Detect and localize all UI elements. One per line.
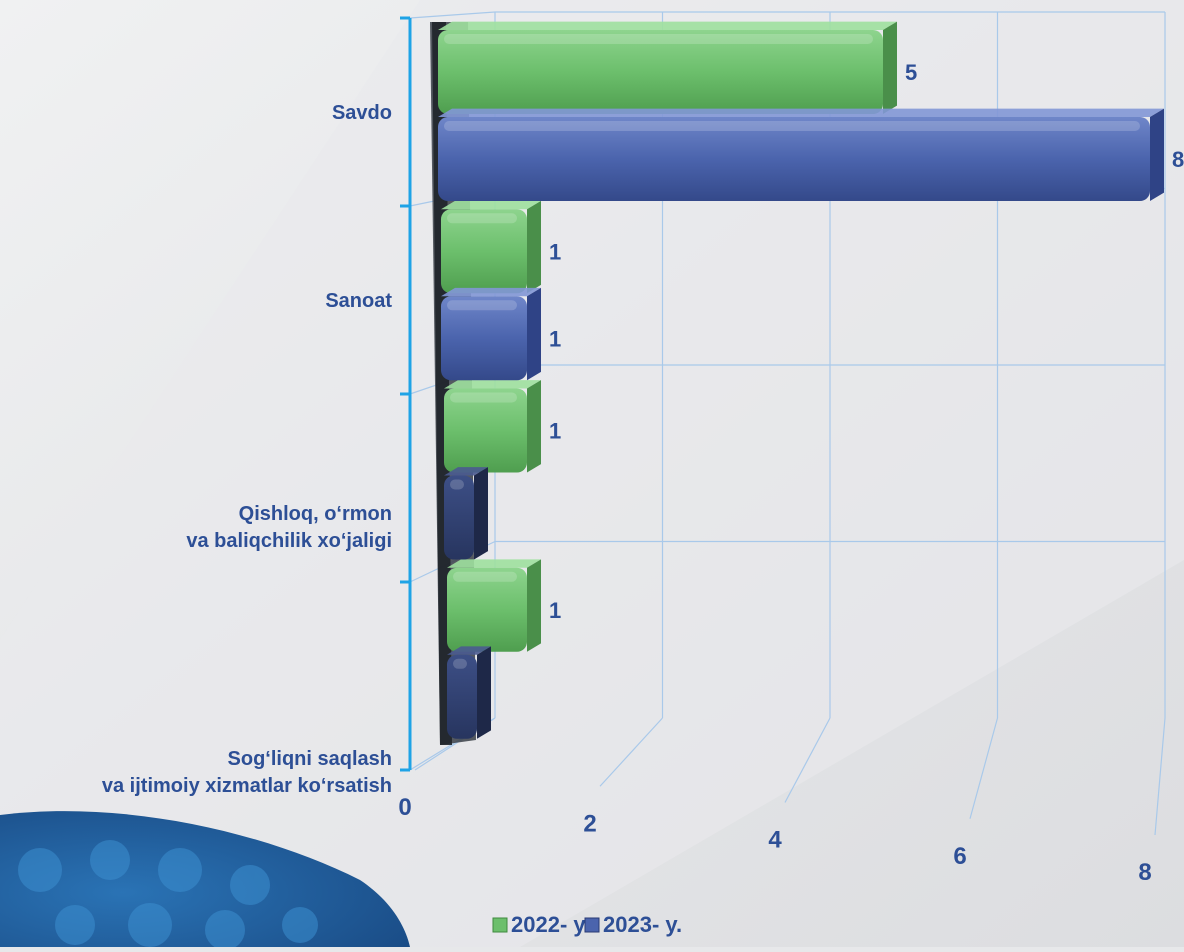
bar-side-face xyxy=(477,646,491,739)
category-label: Savdo xyxy=(332,102,392,124)
bar-front-face xyxy=(441,209,527,294)
bars xyxy=(438,21,1164,739)
bar-side-face xyxy=(1150,108,1164,201)
gridline-floor xyxy=(599,717,663,787)
bar-front-face xyxy=(444,475,474,560)
legend-label: 2023- y. xyxy=(603,912,682,937)
bar-highlight xyxy=(447,213,517,224)
legend-swatch xyxy=(492,917,508,933)
bar-top-face xyxy=(438,21,897,30)
bar xyxy=(444,467,488,560)
bar-side-face xyxy=(527,559,541,652)
bar-highlight xyxy=(450,479,464,490)
data-label: 1 xyxy=(549,239,561,264)
category-label: Sog‘liqni saqlash va ijtimoiy xizmatlar k… xyxy=(102,748,392,797)
legend-item: 2023- y. xyxy=(584,912,682,937)
bar-front-face xyxy=(438,117,1150,201)
bar xyxy=(438,21,897,115)
category-axis xyxy=(400,16,412,772)
legend-swatch xyxy=(584,917,600,933)
x-tick-label: 6 xyxy=(953,843,966,870)
legend-item: 2022- y. xyxy=(492,912,590,937)
legend-label: 2022- y. xyxy=(511,912,590,937)
legend: 2022- y. 2023- y. xyxy=(492,912,682,937)
data-label: 1 xyxy=(549,419,561,444)
bar-front-face xyxy=(447,654,477,739)
ornament-decoration xyxy=(0,811,410,950)
gridline-side xyxy=(409,11,496,19)
bar xyxy=(441,200,541,294)
bar-top-face xyxy=(438,108,1164,117)
bar-front-face xyxy=(447,567,527,652)
bar-top-face xyxy=(441,200,541,210)
gridline-floor xyxy=(784,717,831,803)
bar-top-face xyxy=(447,559,541,568)
data-label: 1 xyxy=(549,326,561,351)
category-label: Qishloq, o‘rmon va baliqchilik xo‘jaligi xyxy=(186,503,392,552)
bar-side-face xyxy=(527,380,541,473)
bar-highlight xyxy=(450,392,517,403)
data-label: 8 xyxy=(1172,147,1184,172)
bar-side-face xyxy=(527,200,541,294)
bar-highlight xyxy=(444,34,873,44)
x-tick-label: 8 xyxy=(1138,859,1151,886)
x-tick-label: 0 xyxy=(398,794,411,821)
bar xyxy=(444,380,541,473)
bar-top-face xyxy=(444,467,488,476)
x-tick-label: 4 xyxy=(768,827,782,854)
bar xyxy=(441,287,541,381)
bar-front-face xyxy=(444,388,527,473)
data-label: 5 xyxy=(905,60,917,85)
x-axis-ticks: 0 2 4 6 8 xyxy=(398,794,1151,886)
bar-top-face xyxy=(447,646,491,655)
bar-highlight xyxy=(453,658,467,669)
bar-top-face xyxy=(441,287,541,297)
bar xyxy=(447,646,491,739)
bar-top-face xyxy=(444,380,541,389)
bar-highlight xyxy=(444,121,1140,131)
bar-side-face xyxy=(883,21,897,115)
data-label: 1 xyxy=(549,598,561,623)
wall-shadow-edge xyxy=(432,22,452,745)
x-tick-label: 2 xyxy=(583,810,596,837)
data-labels: 5 1 1 1 8 1 xyxy=(549,60,1184,623)
bar-side-face xyxy=(474,467,488,560)
bar-highlight xyxy=(453,571,517,582)
bar-highlight xyxy=(447,300,517,311)
bar-front-face xyxy=(438,30,883,114)
category-label: Sanoat xyxy=(325,290,392,312)
bar xyxy=(438,108,1164,201)
bar-front-face xyxy=(441,296,527,381)
category-labels: Savdo Sanoat Qishloq, o‘rmon va baliqchilik… xyxy=(102,102,392,797)
bar xyxy=(447,559,541,652)
gridline-floor xyxy=(969,717,999,819)
bar-side-face xyxy=(527,287,541,381)
gridline-floor xyxy=(1154,717,1166,836)
